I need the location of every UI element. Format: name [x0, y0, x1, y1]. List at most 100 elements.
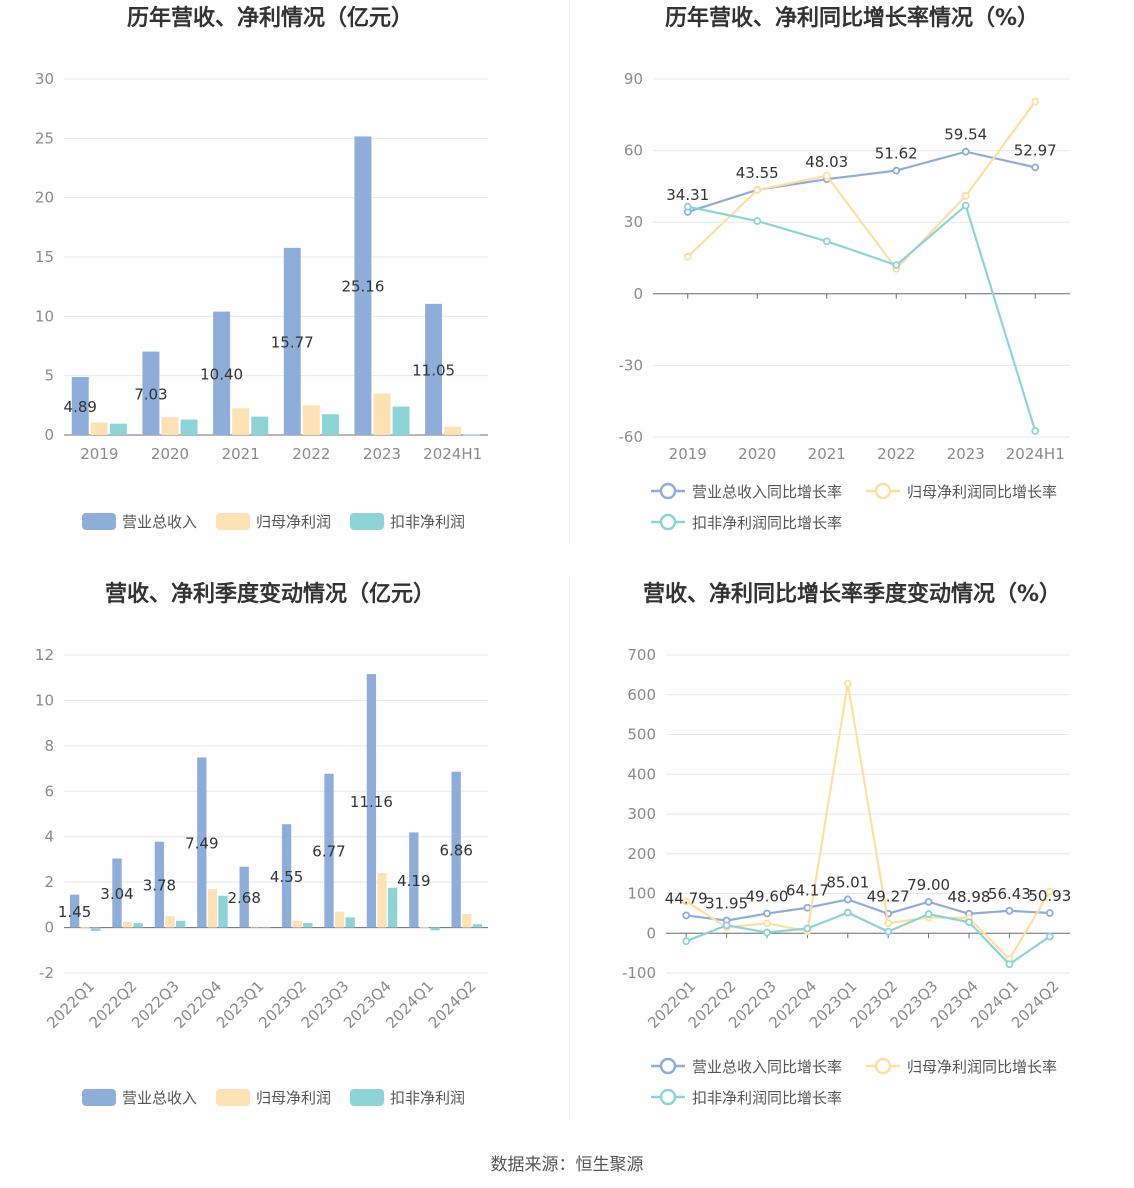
x-tick-label: 2024Q2: [425, 977, 480, 1032]
y-tick-label: 0: [633, 285, 643, 303]
data-label: 49.60: [746, 888, 789, 906]
legend-symbol: [350, 1089, 384, 1106]
legend-label: 归母净利润: [256, 1089, 331, 1107]
bar-revenue: [281, 824, 292, 928]
annual-growth-rate-chart: 历年营收、净利同比增长率情况（%） -60 -30 0 30 60 90 2019 2020 20…: [568, 0, 1134, 560]
legend-label: 归母净利润同比增长率: [907, 1058, 1057, 1076]
chart-title: 营收、净利季度变动情况（亿元）: [105, 581, 435, 607]
x-tick-label: 2024H1: [1006, 445, 1065, 463]
y-tick-label: 200: [627, 845, 656, 863]
y-tick-label: 4: [44, 828, 54, 846]
x-tick-label: 2022: [292, 445, 330, 463]
data-label: 64.17: [786, 882, 829, 900]
y-tick-label: -2: [39, 964, 54, 982]
bar-revenue: [324, 773, 334, 928]
data-point: [722, 921, 731, 930]
annual-revenue-profit-chart: 历年营收、净利情况（亿元） 0 5 10 15 20 25 30 2019 2020 2021 202…: [0, 0, 568, 560]
legend-symbol: [216, 513, 250, 530]
legend-symbol: [216, 1089, 250, 1106]
y-tick-label: 20: [35, 189, 54, 207]
bar-parent-profit: [444, 426, 462, 435]
legend-label: 营业总收入同比增长率: [692, 483, 842, 501]
data-point: [822, 237, 831, 246]
legend-item[interactable]: 归母净利润同比增长率: [866, 482, 1057, 501]
legend-item[interactable]: 归母净利润: [216, 1089, 331, 1107]
legend-item[interactable]: 扣非净利润: [350, 1089, 465, 1107]
legend-symbol: [874, 1057, 892, 1075]
data-point: [822, 171, 831, 180]
legend-item[interactable]: 归母净利润同比增长率: [866, 1057, 1057, 1076]
legend-label: 营业总收入同比增长率: [692, 1058, 842, 1076]
data-point: [803, 924, 812, 933]
legend-item[interactable]: 营业总收入同比增长率: [651, 1057, 842, 1076]
data-label: 50.93: [1028, 887, 1071, 905]
data-label: 4.55: [270, 868, 303, 886]
bar-deducted-profit: [133, 923, 143, 928]
legend-item[interactable]: 扣非净利润同比增长率: [651, 513, 842, 532]
y-tick-label: 5: [44, 367, 54, 385]
data-label: 34.31: [666, 186, 709, 204]
bar-revenue: [354, 136, 372, 435]
y-tick-label: 12: [35, 646, 54, 664]
x-tick-label: 2019: [669, 445, 707, 463]
bar-deducted-profit: [260, 926, 271, 928]
y-tick-label: 30: [35, 70, 54, 88]
bar-deducted-profit: [472, 924, 483, 928]
legend-item[interactable]: 营业总收入同比增长率: [651, 482, 842, 501]
data-label: 85.01: [826, 873, 869, 891]
chart-title: 历年营收、净利同比增长率情况（%）: [665, 5, 1039, 31]
data-point: [884, 919, 893, 928]
bar-deducted-profit: [387, 887, 398, 928]
data-point: [682, 911, 691, 920]
legend-label: 归母净利润: [256, 513, 331, 531]
data-point: [961, 192, 970, 200]
data-point: [1045, 887, 1054, 896]
data-label: 15.77: [271, 333, 314, 351]
data-label: 3.04: [100, 885, 133, 903]
data-label: 7.03: [134, 385, 167, 403]
y-tick-label: 25: [35, 129, 54, 147]
data-point: [884, 927, 893, 936]
series-line: [687, 203, 1037, 432]
legend-item[interactable]: 营业总收入: [82, 513, 197, 531]
y-tick-label: 100: [627, 885, 656, 903]
data-point: [763, 928, 771, 937]
y-tick-label: 90: [624, 70, 643, 88]
bar-deducted-profit: [175, 920, 186, 928]
legend-item[interactable]: 归母净利润: [216, 513, 331, 531]
data-label: 49.27: [867, 888, 910, 906]
legend-label: 扣非净利润: [390, 1089, 465, 1107]
bar-parent-profit: [90, 422, 108, 435]
data-point: [924, 897, 933, 906]
quarterly-revenue-profit-chart: 营收、净利季度变动情况（亿元） -2 0 2 4 6 8 10 12 2022Q1 2022Q2 20…: [0, 575, 568, 1130]
data-point: [892, 166, 901, 175]
bar-parent-profit: [373, 393, 391, 435]
data-label: 25.16: [341, 278, 384, 296]
data-point: [1005, 906, 1014, 915]
bar-deducted-profit: [180, 419, 198, 435]
y-tick-label: 10: [35, 307, 54, 325]
data-point: [843, 908, 852, 917]
data-label: 48.98: [948, 888, 991, 906]
bar-deducted-profit: [109, 423, 127, 435]
data-point: [1031, 97, 1040, 106]
annual_bar-svg: 历年营收、净利情况（亿元） 0 5 10 15 20 25 30 2019 2020 2021 202…: [35, 5, 488, 531]
bar-revenue: [142, 351, 160, 435]
bar-revenue: [112, 858, 122, 928]
chart-title: 历年营收、净利情况（亿元）: [127, 5, 413, 31]
data-point: [1045, 932, 1054, 941]
legend-item[interactable]: 扣非净利润同比增长率: [651, 1088, 842, 1107]
x-tick-label: 2023: [363, 445, 401, 463]
y-tick-label: -60: [619, 428, 644, 446]
bar-parent-profit: [161, 417, 179, 435]
y-tick-label: 400: [627, 765, 656, 783]
quarterly-growth-rate-chart: 营收、净利同比增长率季度变动情况（%） -100 0 100 200 300 400 500 6…: [568, 575, 1134, 1130]
data-point: [753, 186, 762, 194]
legend-item[interactable]: 营业总收入: [82, 1089, 197, 1107]
bar-revenue: [239, 866, 249, 928]
bar-parent-profit: [232, 408, 250, 435]
legend-item[interactable]: 扣非净利润: [350, 513, 465, 531]
data-label: 11.05: [412, 361, 455, 379]
bar-revenue: [425, 303, 443, 435]
x-tick-label: 2021: [222, 445, 260, 463]
